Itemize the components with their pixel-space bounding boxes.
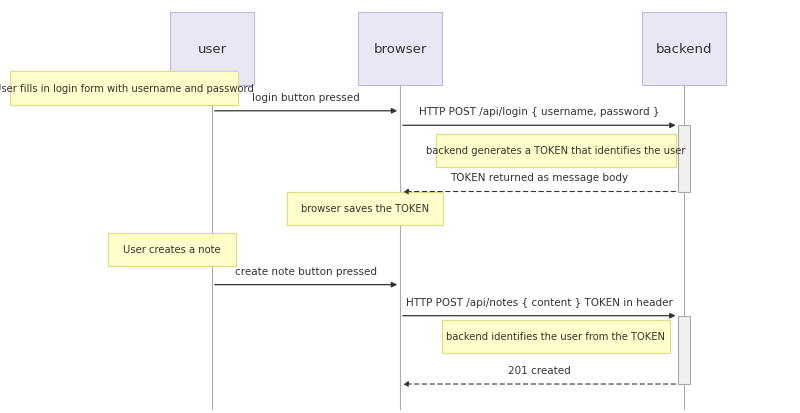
FancyBboxPatch shape [436,134,676,167]
Bar [678,126,690,192]
Text: create note button pressed: create note button pressed [235,266,377,276]
FancyBboxPatch shape [108,233,236,266]
Text: HTTP POST /api/login { username, password }: HTTP POST /api/login { username, passwor… [419,107,659,117]
FancyBboxPatch shape [287,192,443,225]
Text: backend generates a TOKEN that identifies the user: backend generates a TOKEN that identifie… [426,146,686,156]
Text: browser saves the TOKEN: browser saves the TOKEN [301,204,429,214]
FancyBboxPatch shape [10,72,238,105]
FancyBboxPatch shape [170,13,254,86]
FancyBboxPatch shape [358,13,442,86]
Text: 201 created: 201 created [508,365,570,375]
FancyBboxPatch shape [442,320,670,353]
Text: User fills in login form with username and password: User fills in login form with username a… [0,84,254,94]
Text: TOKEN returned as message body: TOKEN returned as message body [450,173,628,183]
Text: backend: backend [656,43,712,56]
Text: User creates a note: User creates a note [123,245,221,255]
Text: user: user [198,43,226,56]
Text: HTTP POST /api/notes { content } TOKEN in header: HTTP POST /api/notes { content } TOKEN i… [406,297,673,307]
Bar [678,316,690,384]
Text: login button pressed: login button pressed [252,93,360,102]
Text: backend identifies the user from the TOKEN: backend identifies the user from the TOK… [446,332,666,342]
Text: browser: browser [374,43,426,56]
FancyBboxPatch shape [642,13,726,86]
